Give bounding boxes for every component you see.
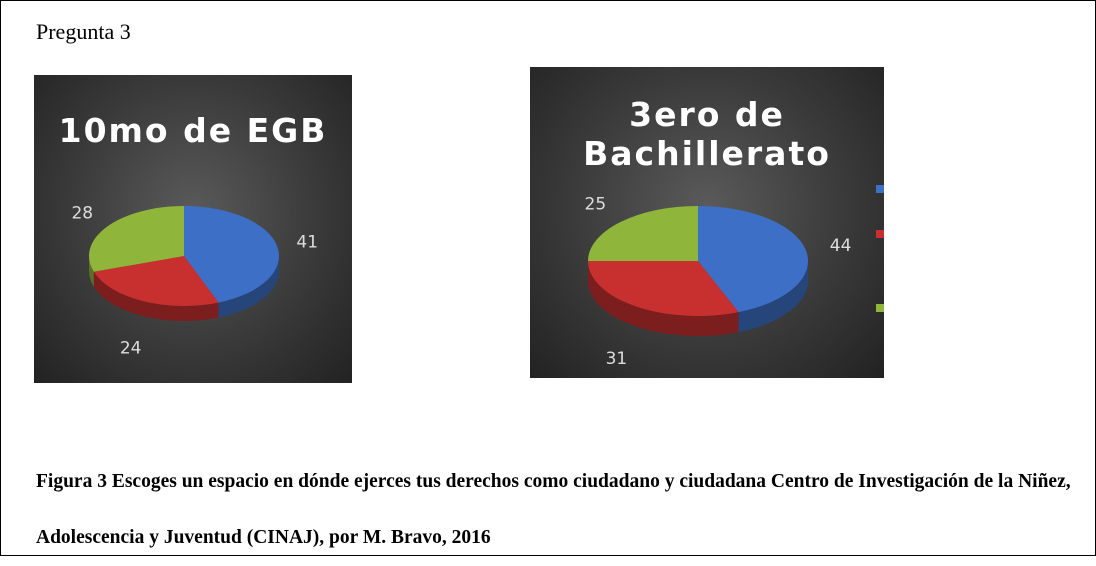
pie-slice [698, 206, 808, 313]
legend-key [876, 304, 884, 312]
legend-key [876, 230, 884, 238]
legend-item: Nunca [876, 292, 884, 321]
chart-background: 10mo de EGB412428A vecesFrecuentementeNu… [34, 75, 352, 383]
data-label: 44 [830, 236, 852, 256]
legend: A veces Frecuentemente Nunca [876, 173, 884, 337]
pie: 41 24 28 [71, 204, 318, 359]
chart: 3ero de Bachillerato 44 31 25 A veces Frecuen… [530, 67, 884, 378]
data-label: 25 [585, 195, 607, 215]
chart: 10mo de EGB412428A vecesFrecuentementeNu… [34, 75, 352, 383]
chart-title: 10mo de EGB [58, 111, 328, 150]
pie-slice-side [89, 256, 94, 287]
legend-key [876, 185, 884, 193]
pie-slice [184, 206, 280, 303]
chart-title: 3ero de Bachillerato [583, 95, 831, 173]
caption: Figura 3 Escoges un espacio en dónde eje… [36, 471, 1071, 548]
pie-slice [93, 256, 219, 306]
pie-slice-side [738, 261, 808, 333]
data-label: 41 [296, 233, 318, 253]
pie: 44 31 25 [585, 195, 852, 369]
data-label: 24 [120, 339, 142, 359]
data-label: 28 [71, 204, 93, 224]
chart-background: 3ero de Bachillerato 44 31 25 A veces Frecuen… [530, 67, 884, 378]
pie-slice [89, 206, 184, 272]
pie-slice [588, 206, 698, 261]
pie-slice [588, 261, 739, 316]
data-label: 31 [606, 349, 628, 369]
legend-item: Frecuentemente [876, 218, 884, 276]
header: Pregunta 3 [36, 19, 131, 44]
pie-slice-side [93, 271, 219, 321]
legend-item: A veces [876, 173, 884, 202]
pie-slice-side [588, 261, 739, 336]
pie-slice-side [218, 256, 279, 318]
